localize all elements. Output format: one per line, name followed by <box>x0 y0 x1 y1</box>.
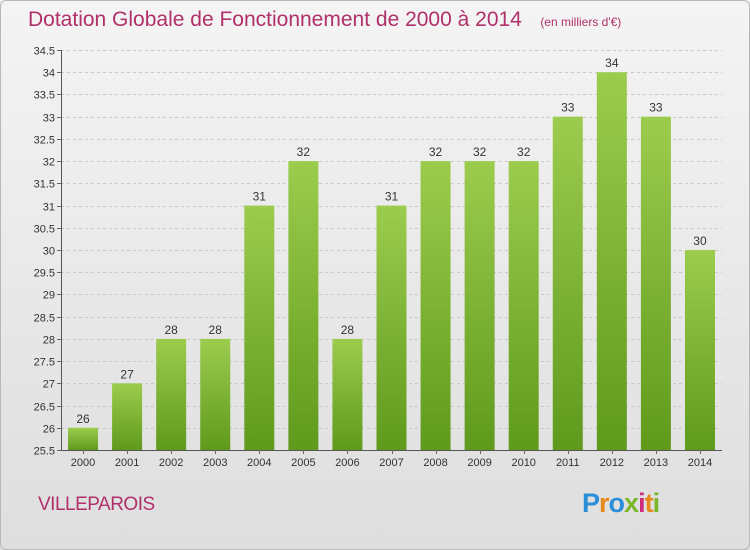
bar-value-label: 28 <box>209 323 223 337</box>
bar <box>112 383 143 450</box>
bar-value-label: 28 <box>341 323 355 337</box>
bar-value-label: 27 <box>120 367 134 381</box>
bar <box>464 161 495 450</box>
y-tick-label: 30.5 <box>34 224 55 236</box>
bar-value-label: 31 <box>253 190 267 204</box>
bar <box>156 338 187 450</box>
y-tick-label: 32.5 <box>34 135 55 147</box>
bar-value-label: 31 <box>385 190 399 204</box>
y-tick-label: 28 <box>43 335 55 347</box>
x-tick-label: 2008 <box>423 457 447 469</box>
x-tick-label: 2003 <box>203 457 227 469</box>
bar <box>420 161 451 450</box>
bar <box>332 338 363 450</box>
chart-title: Dotation Globale de Fonctionnement de 20… <box>28 8 522 31</box>
y-tick-label: 34.5 <box>34 46 55 58</box>
x-tick-label: 2006 <box>335 457 359 469</box>
bar <box>376 205 407 450</box>
x-tick-label: 2010 <box>511 457 535 469</box>
y-tick-label: 33.5 <box>34 90 55 102</box>
title-row: Dotation Globale de Fonctionnement de 20… <box>28 8 621 32</box>
bar-value-label: 32 <box>429 145 443 159</box>
x-tick-label: 2004 <box>247 457 271 469</box>
axes <box>57 50 722 454</box>
y-tick-label: 27.5 <box>34 357 55 369</box>
x-tick-label: 2007 <box>379 457 403 469</box>
bar-value-label: 26 <box>76 412 90 426</box>
y-tick-label: 32 <box>43 157 55 169</box>
y-tick-label: 26.5 <box>34 402 55 414</box>
chart-subtitle: (en milliers d'€) <box>540 15 622 29</box>
bar <box>552 116 583 451</box>
bars <box>68 72 715 451</box>
brand-logo: Proxiti <box>582 488 660 518</box>
x-tick-label: 2012 <box>600 457 624 469</box>
bar <box>244 205 275 450</box>
x-tick-label: 2005 <box>291 457 315 469</box>
y-tick-label: 31.5 <box>34 179 55 191</box>
bar <box>684 250 715 450</box>
x-tick-label: 2014 <box>688 457 712 469</box>
bar <box>68 427 99 450</box>
y-tick-label: 26 <box>43 424 55 436</box>
x-tick-label: 2000 <box>71 457 95 469</box>
bar <box>288 161 319 450</box>
x-tick-label: 2001 <box>115 457 139 469</box>
bar-value-label: 32 <box>517 145 531 159</box>
y-tick-label: 29.5 <box>34 268 55 280</box>
bar-value-label: 34 <box>605 56 619 70</box>
place-label: VILLEPAROIS <box>38 494 155 515</box>
x-tick-label: 2013 <box>644 457 668 469</box>
y-tick-label: 33 <box>43 113 55 125</box>
bar-value-label: 32 <box>473 145 487 159</box>
bar-value-label: 33 <box>561 101 575 115</box>
bar <box>200 338 231 450</box>
bar-value-label: 30 <box>693 234 707 248</box>
x-tick-label: 2002 <box>159 457 183 469</box>
y-tick-label: 31 <box>43 202 55 214</box>
bar-value-label: 28 <box>164 323 178 337</box>
x-tick-label: 2011 <box>556 457 580 469</box>
y-tick-label: 30 <box>43 246 55 258</box>
bar <box>640 116 671 451</box>
bar <box>508 161 539 450</box>
bar <box>596 72 627 450</box>
x-tick-label: 2009 <box>467 457 491 469</box>
bar-value-label: 33 <box>649 101 663 115</box>
y-tick-label: 27 <box>43 379 55 391</box>
y-tick-label: 34 <box>43 68 55 80</box>
y-tick-label: 25.5 <box>34 446 55 458</box>
labels: 25.5 26 26.5 27 27.5 28 28.5 29 29.5 30 30.5 31 31.5… <box>34 46 713 470</box>
y-tick-label: 28.5 <box>34 313 55 325</box>
bar-value-label: 32 <box>297 145 311 159</box>
y-tick-label: 29 <box>43 290 55 302</box>
